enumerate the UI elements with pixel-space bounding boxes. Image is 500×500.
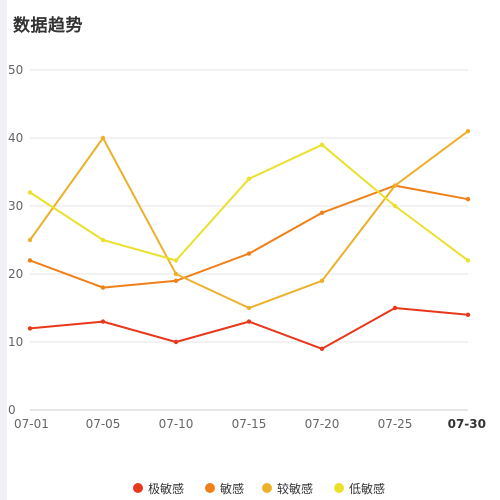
data-point[interactable] xyxy=(100,285,106,290)
data-point[interactable] xyxy=(465,258,471,263)
data-point[interactable] xyxy=(100,319,106,324)
series-1 xyxy=(27,305,471,351)
series-line xyxy=(29,143,469,262)
series-line xyxy=(29,307,469,350)
x-tick-label: 07-05 xyxy=(86,417,121,431)
data-point[interactable] xyxy=(27,258,33,263)
series-line xyxy=(29,184,469,289)
grid-lines xyxy=(30,69,468,343)
data-point[interactable] xyxy=(392,203,398,209)
data-point[interactable] xyxy=(173,278,179,283)
y-tick-label: 10 xyxy=(8,335,23,349)
chart-legend: 极敏感 敏感 较敏感 低敏感 xyxy=(0,480,500,496)
y-tick-label: 0 xyxy=(8,403,16,417)
y-tick-label: 40 xyxy=(8,131,23,145)
data-point[interactable] xyxy=(100,135,106,141)
data-point[interactable] xyxy=(465,312,471,317)
series-3 xyxy=(27,129,471,311)
data-point[interactable] xyxy=(27,237,33,243)
legend-item[interactable]: 较敏感 xyxy=(262,480,313,496)
legend-marker-icon xyxy=(334,483,344,493)
data-point[interactable] xyxy=(246,176,252,181)
x-axis-ticks: 07-01 07-05 07-10 07-15 07-20 07-25 07-30 xyxy=(14,417,486,431)
legend-item[interactable]: 低敏感 xyxy=(334,480,385,496)
series-group xyxy=(27,129,471,351)
chart-title: 数据趋势 xyxy=(13,16,83,36)
data-point[interactable] xyxy=(27,326,33,331)
legend-label: 敏感 xyxy=(220,481,245,496)
data-point[interactable] xyxy=(173,258,179,263)
y-tick-label: 20 xyxy=(8,267,23,281)
x-tick-label: 07-20 xyxy=(305,417,340,431)
series-4 xyxy=(27,142,471,263)
legend-marker-icon xyxy=(262,483,272,493)
legend-item[interactable]: 敏感 xyxy=(205,480,244,496)
data-point[interactable] xyxy=(319,278,325,283)
data-point[interactable] xyxy=(392,183,398,188)
legend-marker-icon xyxy=(205,483,215,493)
data-point[interactable] xyxy=(465,129,471,134)
legend-label: 低敏感 xyxy=(349,481,386,496)
data-point[interactable] xyxy=(100,237,106,243)
data-point[interactable] xyxy=(246,251,252,256)
x-tick-label: 07-30 xyxy=(448,417,486,431)
legend-marker-icon xyxy=(133,483,143,493)
data-point[interactable] xyxy=(319,142,325,147)
data-point[interactable] xyxy=(173,339,179,345)
legend-label: 极敏感 xyxy=(148,481,185,496)
series-line xyxy=(29,130,469,309)
x-tick-label: 07-25 xyxy=(378,417,413,431)
y-tick-label: 30 xyxy=(8,199,23,213)
y-axis-ticks: 0 10 20 30 40 50 xyxy=(8,63,23,417)
data-point[interactable] xyxy=(173,271,179,277)
data-point[interactable] xyxy=(392,305,398,311)
data-point[interactable] xyxy=(319,210,325,215)
x-tick-label: 07-01 xyxy=(14,417,49,431)
data-point[interactable] xyxy=(246,305,252,311)
data-point[interactable] xyxy=(27,190,33,195)
left-edge-strip xyxy=(0,0,7,500)
y-tick-label: 50 xyxy=(8,63,23,77)
data-point[interactable] xyxy=(465,197,471,202)
x-tick-label: 07-10 xyxy=(159,417,194,431)
legend-item[interactable]: 极敏感 xyxy=(133,480,184,496)
x-tick-label: 07-15 xyxy=(232,417,267,431)
legend-label: 较敏感 xyxy=(277,481,314,496)
data-point[interactable] xyxy=(246,319,252,324)
data-point[interactable] xyxy=(319,346,325,351)
